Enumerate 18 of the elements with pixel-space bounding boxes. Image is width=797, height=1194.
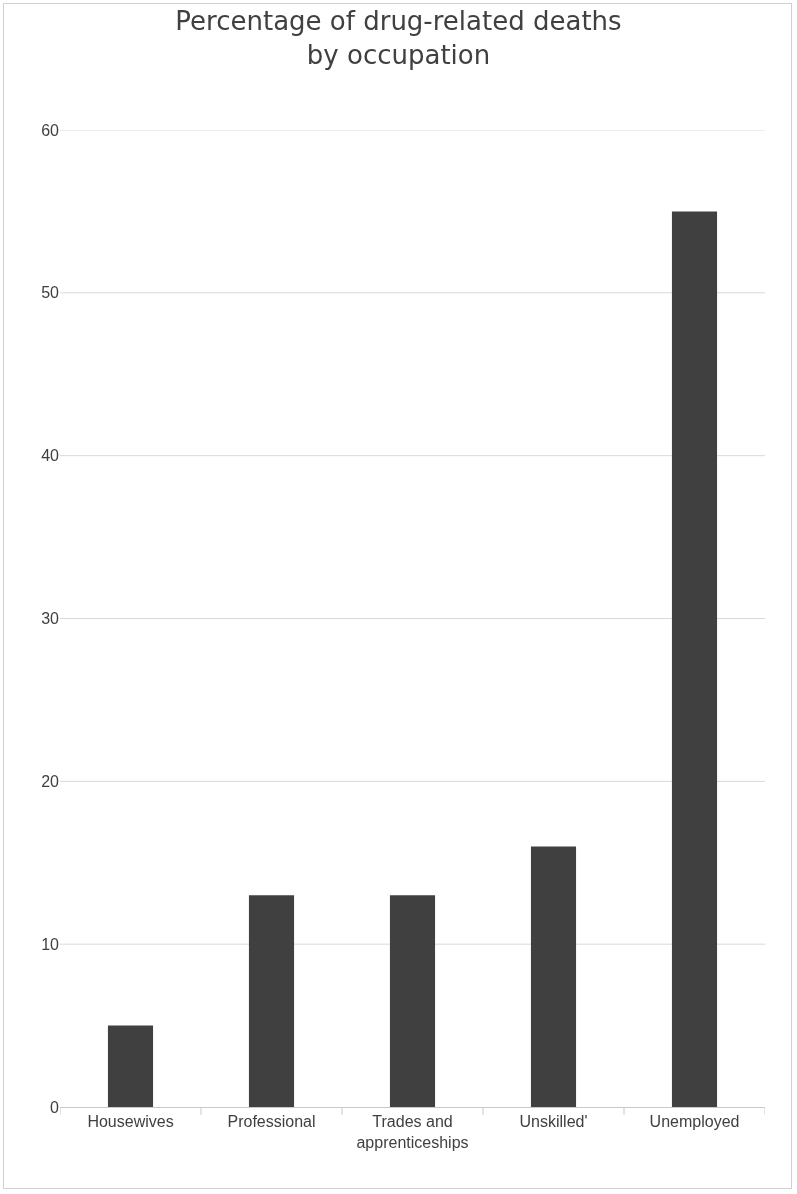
x-tick-label: Housewives — [87, 1113, 174, 1131]
chart-title: Percentage of drug-related deaths by occupation — [175, 5, 622, 70]
x-tick-label: Unemployed — [649, 1113, 740, 1131]
x-tick-label: Trades and apprenticeships — [356, 1113, 469, 1151]
bar — [389, 895, 436, 1107]
y-tick-label: 50 — [41, 284, 60, 302]
bar — [107, 1025, 154, 1107]
bar — [671, 211, 718, 1107]
y-tick-label: 0 — [50, 1098, 60, 1116]
y-tick-label: 10 — [41, 935, 60, 953]
y-tick-label: 40 — [41, 447, 60, 465]
y-tick-label: 20 — [41, 772, 60, 790]
x-tick-label: Unskilled' — [519, 1113, 588, 1131]
y-tick-label: 60 — [41, 121, 60, 139]
bar — [248, 895, 295, 1107]
y-tick-label: 30 — [41, 610, 60, 628]
bar — [530, 846, 577, 1107]
x-tick-label: Professional — [227, 1113, 316, 1131]
